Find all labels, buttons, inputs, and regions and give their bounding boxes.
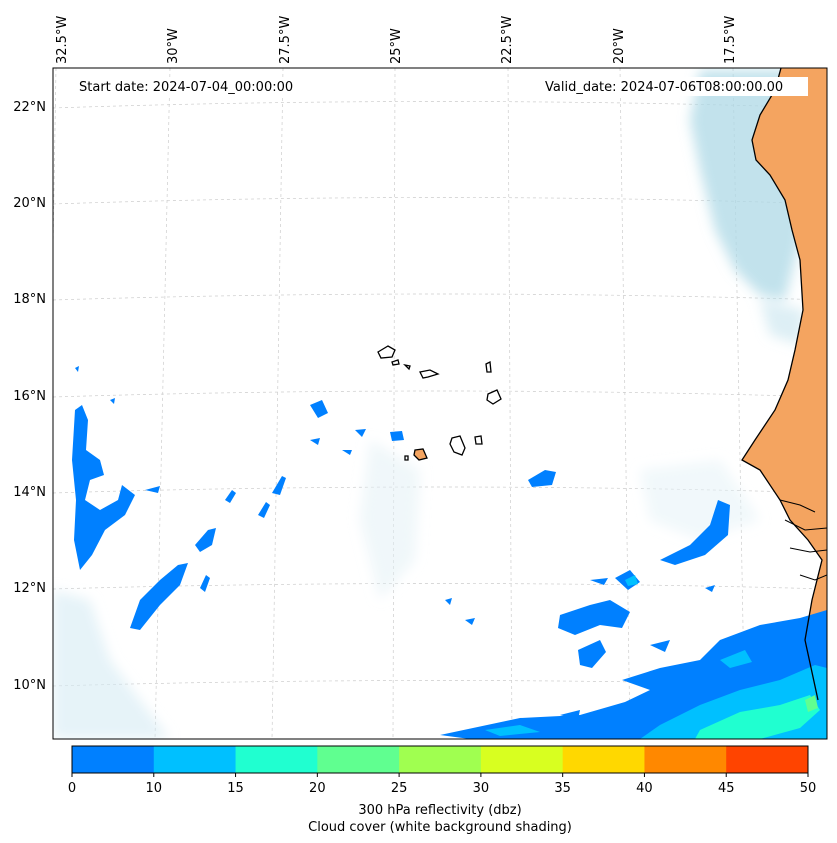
valid-date-box [540, 77, 808, 96]
colorbar-bin [480, 746, 564, 773]
lon-label: 27.5°W [278, 16, 293, 64]
colorbar-bin [72, 746, 155, 773]
colorbar-bin [317, 746, 400, 773]
valid-date-label: Valid_date: 2024-07-06T08:00:00.00 [545, 80, 783, 95]
colorbar-bin [399, 746, 482, 773]
lat-label: 20°N [13, 196, 46, 211]
latitude-labels: 22°N 20°N 18°N 16°N 14°N 12°N 10°N [13, 100, 46, 693]
colorbar-bin [644, 746, 727, 773]
start-date-box [74, 77, 314, 96]
lon-label: 17.5°W [723, 16, 738, 64]
lon-label: 22.5°W [500, 16, 515, 64]
lat-label: 12°N [13, 581, 46, 596]
colorbar-tick-label: 30 [473, 781, 490, 796]
lon-label: 32.5°W [55, 16, 70, 64]
border-lines [779, 499, 827, 581]
colorbar-tick-label: 25 [391, 781, 408, 796]
west-africa-land [742, 68, 827, 739]
map-area [53, 68, 827, 739]
colorbar-bin [726, 746, 809, 773]
colorbar-tick-label: 40 [636, 781, 653, 796]
graticule [53, 68, 827, 739]
colorbar-tick-label: 0 [68, 781, 76, 796]
reflectivity-15-20-dbz [695, 695, 820, 739]
cloud-cover-shading [53, 70, 805, 739]
lat-label: 16°N [13, 389, 46, 404]
colorbar-tick-label: 35 [554, 781, 571, 796]
lat-label: 14°N [13, 485, 46, 500]
colorbar-tick-label: 10 [146, 781, 163, 796]
colorbar-frame [71, 745, 809, 774]
colorbar-label-line1: 300 hPa reflectivity (dbz) [358, 803, 521, 818]
colorbar-bin [153, 746, 237, 773]
colorbar-tick-label: 15 [227, 781, 244, 796]
colorbar-tick-label: 45 [718, 781, 735, 796]
lat-label: 18°N [13, 292, 46, 307]
africa-coastline [741, 68, 823, 701]
colorbar-tick-label: 20 [309, 781, 326, 796]
colorbar-label-line2: Cloud cover (white background shading) [308, 820, 572, 835]
colorbar-bin [235, 746, 318, 773]
colorbar-tick-label: 50 [800, 781, 817, 796]
map-frame [52, 67, 828, 740]
reflectivity-20-25-dbz [805, 695, 818, 712]
start-date-label: Start date: 2024-07-04_00:00:00 [79, 80, 293, 95]
colorbar: 0 10 15 20 25 30 35 40 45 50 300 hPa reflectivity… [68, 745, 817, 835]
colorbar-bin [562, 746, 645, 773]
lon-label: 25°W [389, 28, 404, 64]
cape-verde-islands [377, 345, 502, 461]
lat-label: 22°N [13, 100, 46, 115]
lon-label: 30°W [166, 28, 181, 64]
lon-label: 20°W [612, 28, 627, 64]
lat-label: 10°N [13, 678, 46, 693]
longitude-labels: 32.5°W 30°W 27.5°W 25°W 22.5°W 20°W 17.5… [55, 16, 738, 64]
